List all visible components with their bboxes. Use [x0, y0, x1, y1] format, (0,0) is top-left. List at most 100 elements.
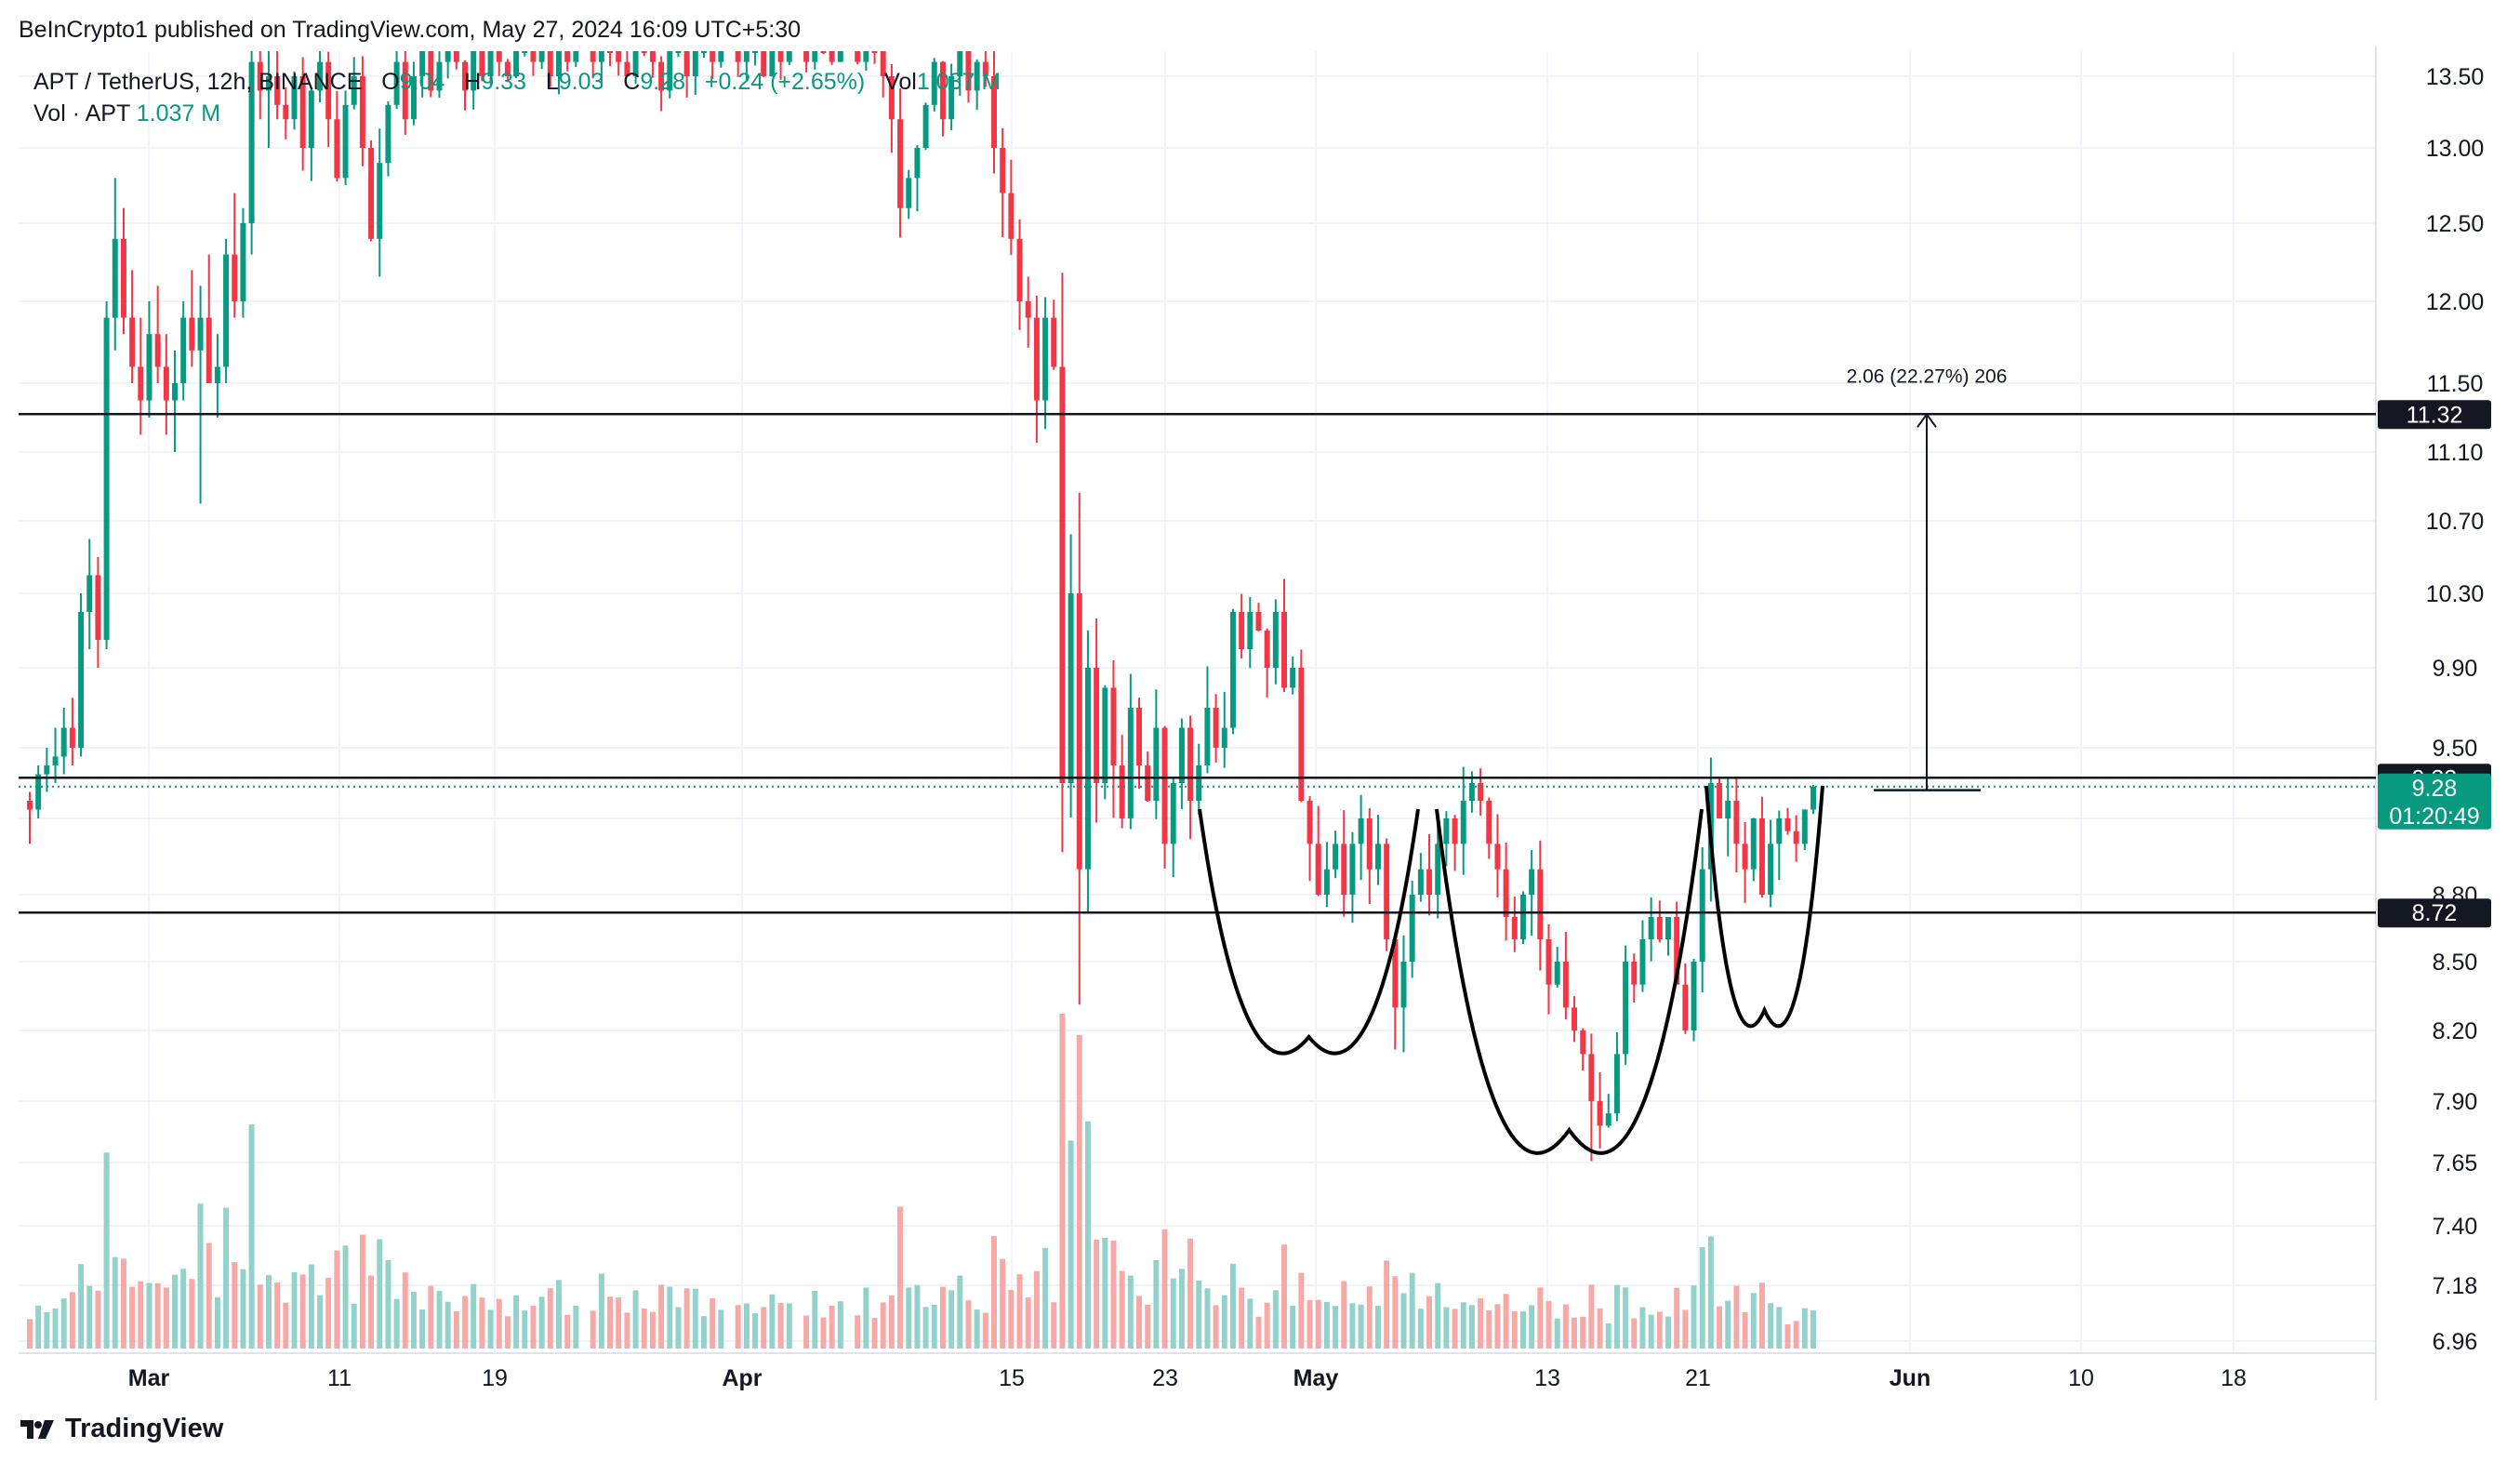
candle-body: [743, 51, 749, 62]
x-tick-label: 19: [482, 1365, 508, 1391]
candle-body: [1699, 869, 1705, 962]
volume-bar: [564, 1314, 571, 1349]
candle-body: [948, 76, 955, 120]
volume-bar: [974, 1309, 980, 1349]
candle-body: [701, 51, 707, 53]
candle-body: [1076, 593, 1082, 870]
volume-bar: [1417, 1309, 1424, 1349]
volume-bar: [1623, 1287, 1629, 1349]
candle-body: [1094, 668, 1100, 783]
candle-body: [1478, 783, 1484, 801]
candle-body: [855, 51, 861, 62]
volume-bar: [880, 1302, 886, 1349]
volume-bar: [299, 1274, 306, 1349]
candle-body: [812, 51, 818, 62]
volume-bar: [291, 1271, 298, 1349]
x-tick-label: Mar: [128, 1365, 170, 1391]
candle-body: [752, 51, 759, 53]
volume-bar: [1443, 1307, 1450, 1349]
volume-bar: [120, 1258, 126, 1349]
candle-body: [829, 51, 835, 62]
candle-body: [1409, 895, 1415, 962]
candle-body: [1170, 783, 1176, 844]
volume-bar: [530, 1306, 537, 1349]
volume-bar: [1631, 1318, 1638, 1349]
volume-bar: [1298, 1272, 1305, 1349]
volume-bar: [1333, 1306, 1339, 1349]
candle-body: [146, 334, 153, 401]
candle-body: [1725, 801, 1731, 818]
volume-bar: [154, 1283, 161, 1349]
candle-body: [1255, 612, 1262, 631]
volume-bar: [1187, 1238, 1194, 1349]
candle-body: [368, 148, 375, 239]
candle-body: [334, 119, 340, 179]
volume-bar: [1290, 1305, 1296, 1349]
candle-body: [1051, 317, 1057, 367]
candle-body: [274, 76, 281, 105]
volume-bar: [1793, 1321, 1799, 1349]
volume-bar: [803, 1315, 810, 1349]
candle-body: [317, 61, 324, 91]
candle-body: [129, 317, 136, 367]
candle-body: [1374, 844, 1381, 870]
candle-body: [112, 238, 118, 318]
candle-body: [888, 76, 895, 120]
volume-bar: [641, 1308, 647, 1349]
candle-body: [172, 383, 178, 401]
candle-body: [1110, 687, 1117, 765]
candle-body: [1631, 962, 1638, 985]
candle-body: [871, 51, 878, 53]
volume-bar: [377, 1239, 383, 1349]
tradingview-brand[interactable]: TradingView: [19, 1414, 223, 1444]
volume-bar: [1042, 1247, 1049, 1349]
volume-bar: [922, 1307, 929, 1349]
candle-body: [1443, 818, 1450, 844]
candle-body: [914, 148, 921, 179]
candle-body: [1239, 612, 1245, 649]
volume-bar: [692, 1288, 698, 1349]
volume-bar: [1110, 1240, 1117, 1349]
close-value: 9.28: [640, 69, 686, 95]
candle-body: [641, 51, 647, 53]
candle-body: [1016, 238, 1023, 301]
volume-bar: [1725, 1300, 1731, 1349]
candle-body: [530, 51, 537, 62]
volume-bar: [1468, 1305, 1475, 1349]
volume-bar: [197, 1203, 204, 1349]
y-tick-label: 11.10: [2427, 440, 2484, 466]
candle-body: [1801, 809, 1808, 844]
candle-body: [761, 51, 767, 76]
volume-bar: [1229, 1263, 1236, 1349]
volume-bar: [504, 1316, 511, 1349]
candle-body: [1178, 727, 1185, 783]
candle-body: [95, 575, 101, 640]
candle-body: [44, 765, 50, 775]
candle-body: [1580, 1030, 1586, 1055]
candle-body: [1161, 727, 1168, 844]
candle-body: [769, 51, 776, 76]
candle-body: [1460, 801, 1466, 844]
candle-body: [616, 51, 622, 62]
volume-bar: [308, 1264, 314, 1349]
candle-body: [1247, 612, 1253, 649]
volume-row-value: 1.037 M: [136, 100, 221, 126]
volume-bar: [906, 1287, 912, 1349]
candle-body: [1315, 844, 1321, 895]
y-tick-label: 7.90: [2433, 1089, 2478, 1115]
candle-body: [444, 51, 451, 62]
volume-bar: [1758, 1283, 1765, 1349]
volume-bar: [1409, 1272, 1415, 1349]
candle-body: [957, 51, 963, 76]
volume-bar: [1699, 1247, 1705, 1349]
volume-bar: [1519, 1311, 1526, 1349]
volume-bar: [1059, 1014, 1066, 1349]
volume-bar: [752, 1313, 759, 1349]
volume-bar: [683, 1288, 690, 1349]
volume-bar: [718, 1309, 724, 1349]
y-tick-label: 10.70: [2426, 509, 2485, 535]
volume-bar: [1255, 1316, 1262, 1349]
candle-body: [240, 223, 246, 301]
low-label: L: [545, 69, 559, 95]
